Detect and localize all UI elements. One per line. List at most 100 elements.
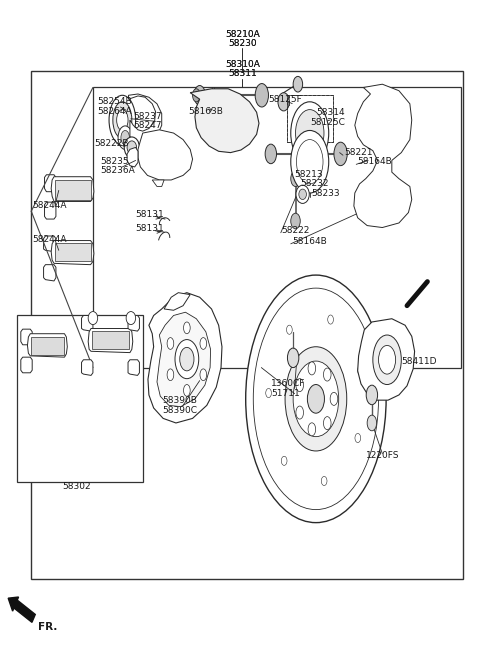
Ellipse shape: [373, 335, 401, 384]
Polygon shape: [358, 319, 415, 400]
Text: 58247: 58247: [133, 122, 162, 130]
Ellipse shape: [210, 94, 234, 110]
Ellipse shape: [183, 384, 190, 396]
Polygon shape: [45, 175, 56, 192]
Text: 1360CF: 1360CF: [271, 379, 305, 388]
Polygon shape: [21, 329, 32, 345]
Ellipse shape: [127, 141, 137, 154]
Polygon shape: [164, 292, 190, 310]
Text: 58125F: 58125F: [268, 95, 302, 104]
Text: 51711: 51711: [271, 389, 300, 398]
Ellipse shape: [88, 311, 97, 325]
Ellipse shape: [291, 171, 300, 187]
Ellipse shape: [265, 144, 276, 164]
Ellipse shape: [379, 196, 394, 216]
Ellipse shape: [118, 126, 132, 149]
Polygon shape: [82, 315, 93, 331]
Text: 58164B: 58164B: [292, 237, 327, 246]
Ellipse shape: [213, 104, 237, 138]
Polygon shape: [44, 265, 56, 281]
Polygon shape: [148, 292, 222, 423]
Ellipse shape: [380, 91, 395, 112]
Ellipse shape: [194, 85, 205, 105]
Ellipse shape: [358, 366, 363, 375]
Ellipse shape: [355, 434, 360, 443]
Text: 58233: 58233: [312, 189, 340, 198]
Text: 58213: 58213: [295, 170, 323, 179]
Ellipse shape: [330, 392, 338, 405]
Text: 58254B: 58254B: [97, 97, 132, 106]
Bar: [31, 71, 463, 579]
Bar: [55, 180, 91, 200]
Ellipse shape: [379, 346, 396, 374]
Text: 58311: 58311: [228, 69, 257, 78]
Ellipse shape: [296, 378, 303, 392]
Ellipse shape: [291, 213, 300, 229]
Text: 58244A: 58244A: [32, 235, 67, 244]
Ellipse shape: [175, 340, 199, 378]
Text: 58232: 58232: [301, 179, 329, 189]
Ellipse shape: [334, 142, 347, 166]
Ellipse shape: [287, 325, 292, 334]
Ellipse shape: [167, 338, 174, 350]
Ellipse shape: [167, 369, 174, 380]
FancyArrow shape: [8, 597, 36, 622]
Ellipse shape: [296, 185, 309, 204]
Polygon shape: [51, 240, 94, 265]
Text: 58125C: 58125C: [310, 118, 345, 127]
Text: 58163B: 58163B: [188, 107, 223, 116]
Polygon shape: [128, 315, 139, 331]
Polygon shape: [88, 328, 133, 353]
Polygon shape: [129, 94, 162, 145]
Ellipse shape: [109, 95, 136, 145]
Polygon shape: [127, 147, 138, 167]
Text: 58264A: 58264A: [97, 107, 132, 116]
Ellipse shape: [200, 338, 206, 350]
Text: 58164B: 58164B: [358, 157, 393, 166]
Ellipse shape: [308, 423, 316, 436]
Text: 58210A: 58210A: [225, 30, 260, 39]
Polygon shape: [157, 312, 211, 407]
Text: 58390C: 58390C: [163, 406, 198, 415]
Bar: [17, 315, 143, 482]
Text: 1220FS: 1220FS: [366, 451, 399, 460]
Ellipse shape: [288, 348, 299, 367]
Ellipse shape: [367, 415, 377, 431]
Ellipse shape: [307, 384, 324, 413]
Bar: [288, 95, 333, 142]
Ellipse shape: [200, 369, 206, 380]
Ellipse shape: [296, 110, 324, 156]
Ellipse shape: [324, 417, 331, 430]
Text: 58222: 58222: [282, 225, 310, 235]
Text: 58237: 58237: [133, 112, 162, 121]
Text: 58221: 58221: [344, 148, 373, 157]
Ellipse shape: [281, 456, 287, 465]
Text: 58390B: 58390B: [163, 396, 198, 405]
Bar: [92, 331, 129, 350]
Ellipse shape: [121, 131, 130, 145]
Ellipse shape: [324, 368, 331, 381]
Ellipse shape: [321, 476, 327, 486]
Text: 58222B: 58222B: [94, 139, 128, 148]
Ellipse shape: [126, 311, 136, 325]
Polygon shape: [128, 360, 139, 375]
Bar: [31, 337, 64, 355]
Polygon shape: [190, 89, 259, 152]
Text: 58210A: 58210A: [225, 30, 260, 39]
Polygon shape: [21, 357, 32, 373]
Text: 58411D: 58411D: [401, 357, 437, 365]
Text: 58310A: 58310A: [225, 60, 260, 68]
Polygon shape: [354, 84, 412, 227]
Text: 58236A: 58236A: [100, 166, 135, 175]
Ellipse shape: [113, 102, 132, 138]
Ellipse shape: [299, 189, 306, 200]
Ellipse shape: [183, 322, 190, 334]
Bar: [55, 243, 91, 261]
Ellipse shape: [382, 200, 391, 213]
Ellipse shape: [291, 131, 329, 193]
Ellipse shape: [328, 315, 334, 324]
Ellipse shape: [296, 406, 303, 419]
Text: 58230: 58230: [228, 39, 257, 49]
Ellipse shape: [180, 348, 194, 371]
Polygon shape: [45, 202, 56, 219]
